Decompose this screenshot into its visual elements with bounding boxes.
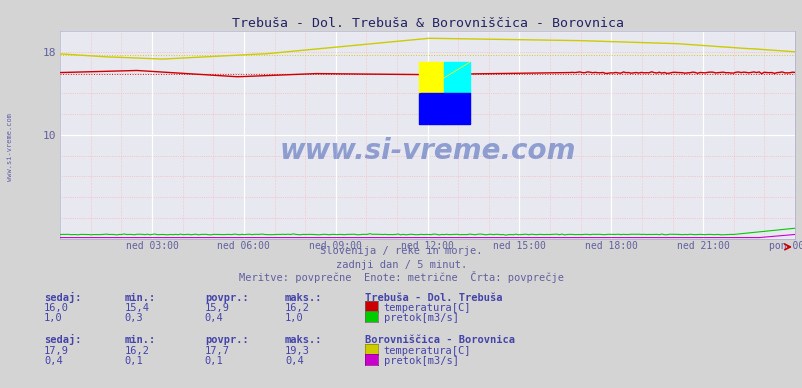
Text: 17,9: 17,9 (44, 346, 69, 356)
Text: 0,1: 0,1 (205, 356, 223, 366)
Text: 1,0: 1,0 (285, 313, 303, 323)
Text: 15,4: 15,4 (124, 303, 149, 313)
Text: 17,7: 17,7 (205, 346, 229, 356)
Text: sedaj:: sedaj: (44, 334, 82, 345)
Text: 0,4: 0,4 (285, 356, 303, 366)
Text: temperatura[C]: temperatura[C] (383, 303, 471, 313)
Text: Slovenija / reke in morje.: Slovenija / reke in morje. (320, 246, 482, 256)
Text: povpr.:: povpr.: (205, 335, 248, 345)
Text: Trebuša - Dol. Trebuša: Trebuša - Dol. Trebuša (365, 293, 502, 303)
Text: 16,2: 16,2 (124, 346, 149, 356)
Text: zadnji dan / 5 minut.: zadnji dan / 5 minut. (335, 260, 467, 270)
Text: www.si-vreme.com: www.si-vreme.com (7, 113, 14, 182)
Text: www.si-vreme.com: www.si-vreme.com (279, 137, 575, 165)
Text: povpr.:: povpr.: (205, 293, 248, 303)
Text: 15,9: 15,9 (205, 303, 229, 313)
Text: pretok[m3/s]: pretok[m3/s] (383, 356, 458, 366)
Text: 0,3: 0,3 (124, 313, 143, 323)
Text: 16,0: 16,0 (44, 303, 69, 313)
Text: maks.:: maks.: (285, 335, 322, 345)
Text: 1,0: 1,0 (44, 313, 63, 323)
Title: Trebuša - Dol. Trebuša & Borovniščica - Borovnica: Trebuša - Dol. Trebuša & Borovniščica - … (231, 17, 623, 30)
Text: maks.:: maks.: (285, 293, 322, 303)
Text: 0,1: 0,1 (124, 356, 143, 366)
Text: min.:: min.: (124, 293, 156, 303)
Text: temperatura[C]: temperatura[C] (383, 346, 471, 356)
Text: 19,3: 19,3 (285, 346, 310, 356)
Text: min.:: min.: (124, 335, 156, 345)
Text: Borovniščica - Borovnica: Borovniščica - Borovnica (365, 335, 515, 345)
Text: sedaj:: sedaj: (44, 292, 82, 303)
Text: 0,4: 0,4 (205, 313, 223, 323)
Text: 16,2: 16,2 (285, 303, 310, 313)
Text: Meritve: povprečne  Enote: metrične  Črta: povprečje: Meritve: povprečne Enote: metrične Črta:… (239, 271, 563, 283)
Text: pretok[m3/s]: pretok[m3/s] (383, 313, 458, 323)
Text: 0,4: 0,4 (44, 356, 63, 366)
